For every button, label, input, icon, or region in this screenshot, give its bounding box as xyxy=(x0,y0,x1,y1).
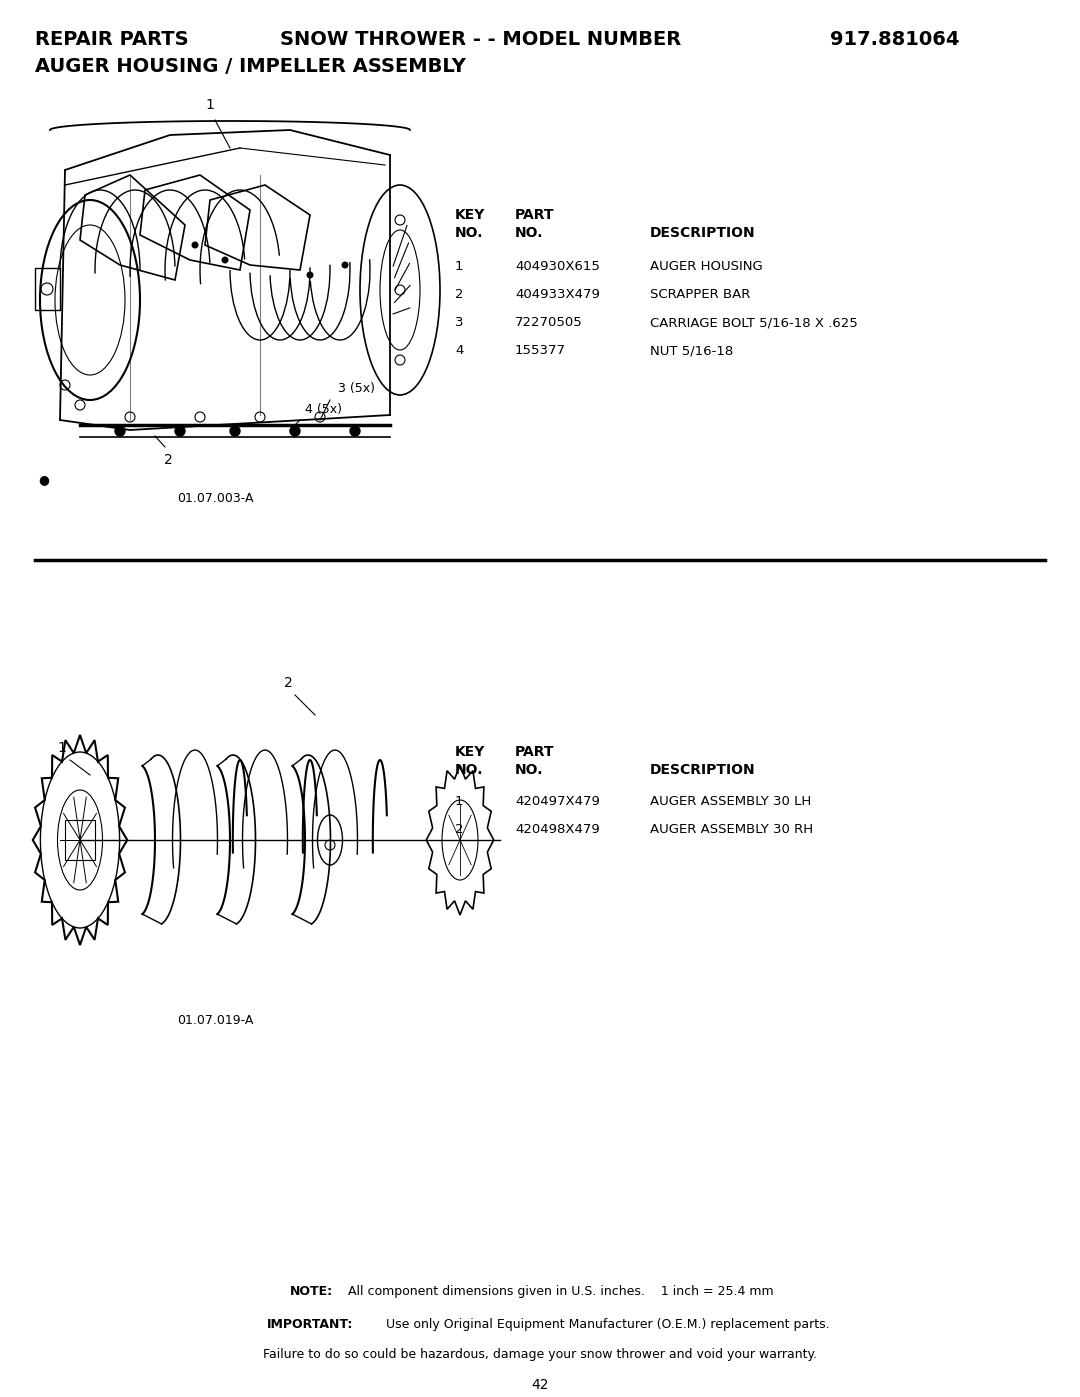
Text: 2: 2 xyxy=(284,676,293,690)
Text: IMPORTANT:: IMPORTANT: xyxy=(267,1317,353,1331)
Text: 155377: 155377 xyxy=(515,344,566,358)
Text: DESCRIPTION: DESCRIPTION xyxy=(650,226,756,240)
Circle shape xyxy=(191,242,199,249)
Text: 1: 1 xyxy=(455,795,463,807)
Text: 2: 2 xyxy=(455,823,463,835)
Text: NO.: NO. xyxy=(455,226,484,240)
Text: DESCRIPTION: DESCRIPTION xyxy=(650,763,756,777)
Text: All component dimensions given in U.S. inches.    1 inch = 25.4 mm: All component dimensions given in U.S. i… xyxy=(340,1285,773,1298)
Text: PART: PART xyxy=(515,208,554,222)
Text: 2: 2 xyxy=(164,453,173,467)
Circle shape xyxy=(291,426,300,436)
Text: NUT 5/16-18: NUT 5/16-18 xyxy=(650,344,733,358)
Circle shape xyxy=(175,426,185,436)
Text: 1: 1 xyxy=(205,98,215,112)
Text: AUGER HOUSING / IMPELLER ASSEMBLY: AUGER HOUSING / IMPELLER ASSEMBLY xyxy=(35,57,465,75)
Text: Use only Original Equipment Manufacturer (O.E.M.) replacement parts.: Use only Original Equipment Manufacturer… xyxy=(378,1317,829,1331)
Text: AUGER ASSEMBLY 30 LH: AUGER ASSEMBLY 30 LH xyxy=(650,795,811,807)
Circle shape xyxy=(114,426,125,436)
Text: KEY: KEY xyxy=(455,745,485,759)
Text: 404930X615: 404930X615 xyxy=(515,260,599,272)
Text: 420498X479: 420498X479 xyxy=(515,823,599,835)
Text: 917.881064: 917.881064 xyxy=(831,29,959,49)
Text: 404933X479: 404933X479 xyxy=(515,288,599,300)
Circle shape xyxy=(341,261,349,268)
Text: 42: 42 xyxy=(531,1377,549,1391)
Text: NO.: NO. xyxy=(515,226,543,240)
Text: 1: 1 xyxy=(57,740,67,754)
Text: 2: 2 xyxy=(455,288,463,300)
Text: SCRAPPER BAR: SCRAPPER BAR xyxy=(650,288,751,300)
Text: 420497X479: 420497X479 xyxy=(515,795,599,807)
Text: 3: 3 xyxy=(455,316,463,330)
Text: SNOW THROWER - - MODEL NUMBER: SNOW THROWER - - MODEL NUMBER xyxy=(280,29,688,49)
Text: 4 (5x): 4 (5x) xyxy=(305,402,342,416)
Text: Failure to do so could be hazardous, damage your snow thrower and void your warr: Failure to do so could be hazardous, dam… xyxy=(262,1348,818,1361)
Circle shape xyxy=(221,257,229,264)
Text: AUGER ASSEMBLY 30 RH: AUGER ASSEMBLY 30 RH xyxy=(650,823,813,835)
Text: NOTE:: NOTE: xyxy=(291,1285,333,1298)
Text: 1: 1 xyxy=(455,260,463,272)
Text: NO.: NO. xyxy=(455,763,484,777)
Circle shape xyxy=(230,426,240,436)
Text: NO.: NO. xyxy=(515,763,543,777)
Text: 4: 4 xyxy=(455,344,463,358)
Text: KEY: KEY xyxy=(455,208,485,222)
Text: 3 (5x): 3 (5x) xyxy=(338,381,375,395)
Text: CARRIAGE BOLT 5/16-18 X .625: CARRIAGE BOLT 5/16-18 X .625 xyxy=(650,316,858,330)
Text: PART: PART xyxy=(515,745,554,759)
Text: REPAIR PARTS: REPAIR PARTS xyxy=(35,29,189,49)
Circle shape xyxy=(307,271,313,278)
Text: 72270505: 72270505 xyxy=(515,316,583,330)
Text: ●: ● xyxy=(38,474,49,486)
Text: AUGER HOUSING: AUGER HOUSING xyxy=(650,260,762,272)
Circle shape xyxy=(350,426,360,436)
Text: 01.07.003-A: 01.07.003-A xyxy=(177,492,253,504)
Text: 01.07.019-A: 01.07.019-A xyxy=(177,1013,253,1027)
